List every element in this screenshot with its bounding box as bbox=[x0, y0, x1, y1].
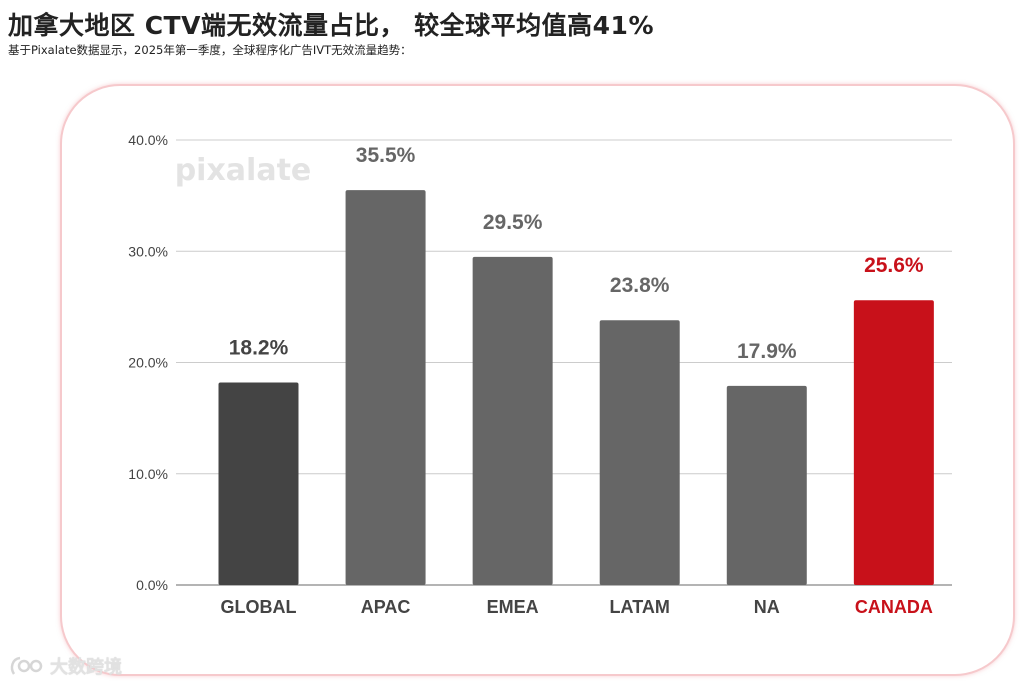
value-labels: 18.2% 35.5% 29.5% 23.8% 17.9% 25.6% bbox=[229, 144, 924, 363]
y-axis-ticks: 0.0% 10.0% 20.0% 30.0% 40.0% bbox=[128, 132, 168, 593]
chart-watermark: pixalate bbox=[175, 153, 312, 188]
bar-global bbox=[218, 382, 299, 585]
bar-apac bbox=[345, 190, 426, 585]
footer-brand-text: 大数跨境 bbox=[50, 657, 122, 678]
bar-canada bbox=[853, 300, 934, 585]
value-label-global: 18.2% bbox=[229, 337, 289, 360]
value-label-na: 17.9% bbox=[737, 340, 797, 363]
y-tick-label: 30.0% bbox=[128, 243, 168, 259]
y-tick-label: 0.0% bbox=[136, 577, 168, 593]
bar-na bbox=[726, 385, 807, 585]
footer-watermark: 大数跨境 bbox=[8, 653, 122, 679]
category-label-canada: CANADA bbox=[855, 597, 933, 617]
page-subtitle: 基于Pixalate数据显示，2025年第一季度，全球程序化广告IVT无效流量趋… bbox=[8, 43, 412, 57]
category-label-apac: APAC bbox=[361, 597, 411, 617]
gridlines bbox=[176, 139, 952, 586]
y-tick-label: 20.0% bbox=[128, 355, 168, 371]
value-label-apac: 35.5% bbox=[356, 144, 416, 167]
category-label-na: NA bbox=[754, 597, 780, 617]
value-label-latam: 23.8% bbox=[610, 274, 670, 297]
category-label-latam: LATAM bbox=[610, 597, 670, 617]
category-label-emea: EMEA bbox=[487, 597, 539, 617]
bars bbox=[218, 190, 934, 585]
bar-emea bbox=[472, 256, 553, 585]
value-label-emea: 29.5% bbox=[483, 211, 543, 234]
y-tick-label: 40.0% bbox=[128, 132, 168, 148]
page-title: 加拿大地区 CTV端无效流量占比， 较全球平均值高41% bbox=[8, 11, 654, 40]
value-label-canada: 25.6% bbox=[864, 254, 924, 277]
x-axis-labels: GLOBAL APAC EMEA LATAM NA CANADA bbox=[221, 597, 933, 617]
bar-latam bbox=[599, 320, 680, 585]
y-tick-label: 10.0% bbox=[128, 466, 168, 482]
category-label-global: GLOBAL bbox=[221, 597, 297, 617]
brand-logo-icon bbox=[10, 656, 43, 675]
